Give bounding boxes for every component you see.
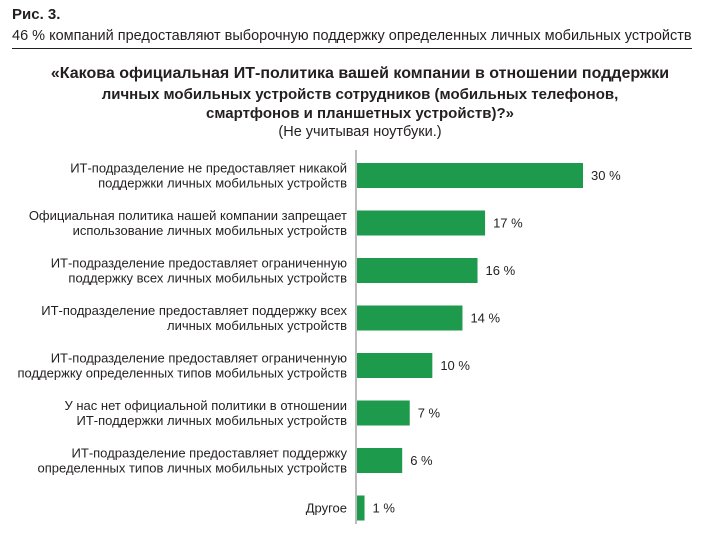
bar-6 — [357, 400, 410, 426]
bar-1 — [357, 163, 583, 188]
category-label-6-line-2: ИТ-поддержки личных мобильных устройств — [77, 413, 348, 428]
category-label-1-line-2: поддержки личных мобильных устройств — [98, 176, 347, 191]
value-label-6: 7 % — [418, 406, 441, 421]
value-label-2: 17 % — [493, 216, 523, 231]
category-label-5-line-1: ИТ-подразделение предоставляет ограничен… — [51, 351, 348, 366]
category-label-2-line-2: использование личных мобильных устройств — [73, 223, 348, 238]
value-label-4: 14 % — [470, 311, 500, 326]
chart-title-line-3: смартфонов и планшетных устройств)?» — [206, 105, 514, 122]
chart-subtitle: (Не учитывая ноутбуки.) — [278, 124, 442, 140]
figure-label: Рис. 3. — [12, 6, 61, 23]
value-label-8: 1 % — [373, 501, 396, 516]
value-label-1: 30 % — [591, 168, 621, 183]
category-label-4-line-1: ИТ-подразделение предоставляет поддержку… — [41, 303, 347, 318]
header-divider — [12, 48, 692, 49]
category-label-8-line-1: Другое — [306, 501, 347, 516]
value-label-5: 10 % — [440, 358, 470, 373]
bar-8 — [357, 495, 365, 521]
category-label-3-line-1: ИТ-подразделение предоставляет ограничен… — [51, 256, 348, 271]
bar-5 — [357, 353, 433, 378]
chart-title-line-2: личных мобильных устройств сотрудников (… — [101, 86, 619, 103]
category-label-6-line-1: У нас нет официальной политики в отношен… — [65, 398, 348, 413]
category-label-3-line-2: поддержку всех личных мобильных устройст… — [68, 271, 347, 286]
figure-subtitle: 46 % компаний предоставляют выборочную п… — [12, 28, 692, 44]
category-label-1-line-1: ИТ-подразделение не предоставляет никако… — [70, 161, 347, 176]
bar-3 — [357, 258, 478, 283]
category-label-2-line-1: Официальная политика нашей компании запр… — [29, 208, 347, 223]
category-label-7-line-1: ИТ-подразделение предоставляет поддержку — [72, 446, 348, 461]
bar-4 — [357, 305, 463, 331]
value-label-3: 16 % — [486, 263, 516, 278]
bar-7 — [357, 448, 403, 473]
value-label-7: 6 % — [410, 453, 433, 468]
chart-title-line-1: «Какова официальная ИТ-политика вашей ко… — [50, 65, 670, 82]
category-label-7-line-2: определенных типов личных мобильных устр… — [38, 461, 348, 476]
category-label-4-line-2: личных мобильных устройств — [167, 318, 347, 333]
category-label-5-line-2: поддержку определенных типов мобильных у… — [18, 366, 348, 381]
bar-2 — [357, 210, 486, 236]
